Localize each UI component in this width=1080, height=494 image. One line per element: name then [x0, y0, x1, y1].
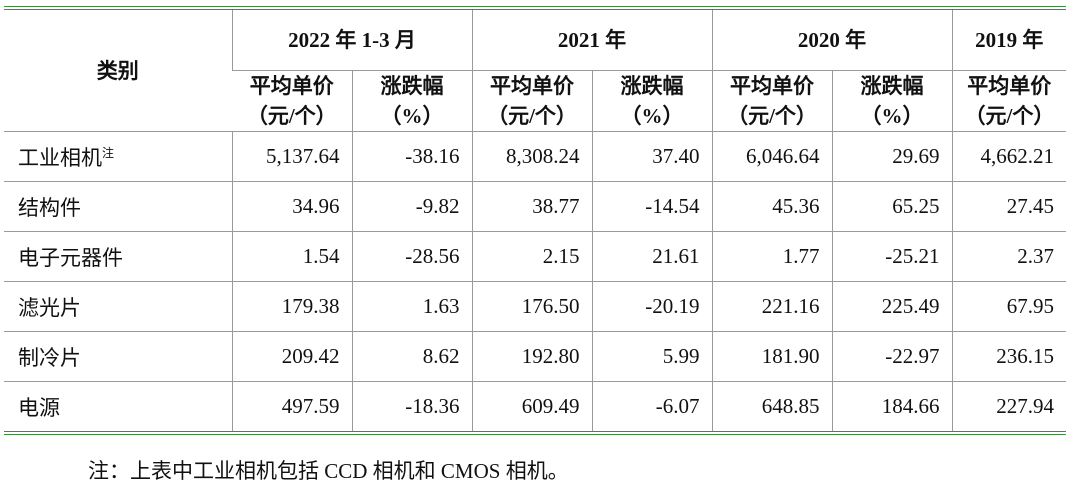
note-mark: 注 [102, 145, 115, 160]
sub-header: 平均单价 （元/个） [711, 70, 832, 132]
sub-header-line: 平均单价 [490, 74, 574, 98]
row-label-text: 结构件 [18, 195, 81, 220]
cell: 2.15 [471, 231, 592, 282]
sub-header: 平均单价 （元/个） [471, 70, 592, 132]
sub-header-line: 平均单价 [967, 74, 1052, 98]
period-header: 2019 年 [951, 7, 1066, 71]
cell: 179.38 [231, 281, 352, 332]
table-row: 电源 497.59 -18.36 609.49 -6.07 648.85 184.66 227… [4, 381, 1066, 433]
row-label-text: 电子元器件 [18, 245, 123, 270]
cell: 648.85 [711, 381, 832, 433]
sub-header-line: （元/个） [487, 104, 577, 128]
cell: -20.19 [591, 281, 712, 332]
cell: 209.42 [231, 331, 352, 382]
cell: 1.54 [231, 231, 352, 282]
cell: 8.62 [351, 331, 472, 382]
cell: -9.82 [351, 181, 472, 232]
sub-header-line: （%） [380, 104, 444, 128]
table-row: 滤光片 179.38 1.63 176.50 -20.19 221.16 225.49 67.… [4, 281, 1066, 332]
table-row: 结构件 34.96 -9.82 38.77 -14.54 45.36 65.25 27.45 [4, 181, 1066, 232]
row-label-text: 工业相机 [18, 145, 102, 170]
cell: 29.69 [831, 131, 952, 182]
cell: 45.36 [711, 181, 832, 232]
table-row: 电子元器件 1.54 -28.56 2.15 21.61 1.77 -25.21 2.37 [4, 231, 1066, 282]
cell: 65.25 [831, 181, 952, 232]
sub-header-line: （元/个） [246, 104, 337, 128]
cell: -18.36 [351, 381, 472, 433]
sub-header-line: （%） [860, 104, 924, 128]
cell: 176.50 [471, 281, 592, 332]
row-label: 滤光片 [4, 281, 232, 332]
period-header: 2020 年 [711, 7, 952, 71]
cell: 37.40 [591, 131, 712, 182]
cell: -25.21 [831, 231, 952, 282]
sub-header-line: 平均单价 [249, 74, 334, 98]
sub-header-line: 涨跌幅 [860, 74, 924, 98]
cell: -22.97 [831, 331, 952, 382]
cell: 27.45 [951, 181, 1066, 232]
sub-header-line: （元/个） [727, 104, 817, 128]
cell: 8,308.24 [471, 131, 592, 182]
cell: 34.96 [231, 181, 352, 232]
cell: 497.59 [231, 381, 352, 433]
row-label: 电子元器件 [4, 231, 232, 282]
table-row: 制冷片 209.42 8.62 192.80 5.99 181.90 -22.97 236.1… [4, 331, 1066, 382]
sub-header-line: 涨跌幅 [620, 74, 684, 98]
cell: -38.16 [351, 131, 472, 182]
cell: 227.94 [951, 381, 1066, 433]
cell: 67.95 [951, 281, 1066, 332]
sub-header: 涨跌幅 （%） [831, 70, 952, 132]
period-header: 2022 年 1-3 月 [231, 7, 472, 71]
cell: -14.54 [591, 181, 712, 232]
table-head: 类别 2022 年 1-3 月 2021 年 2020 年 2019 年 平均单价 （元… [4, 7, 1066, 132]
cell: 2.37 [951, 231, 1066, 282]
table-row: 工业相机注 5,137.64 -38.16 8,308.24 37.40 6,046.64… [4, 131, 1066, 182]
cell: 181.90 [711, 331, 832, 382]
row-label-text: 制冷片 [18, 345, 81, 370]
cell: -28.56 [351, 231, 472, 282]
cell: 5,137.64 [231, 131, 352, 182]
row-label: 制冷片 [4, 331, 232, 382]
row-label-text: 滤光片 [18, 295, 81, 320]
cell: 6,046.64 [711, 131, 832, 182]
sub-header-line: （元/个） [964, 104, 1055, 128]
cell: 1.63 [351, 281, 472, 332]
sub-header: 平均单价 （元/个） [951, 70, 1066, 132]
cell: 609.49 [471, 381, 592, 433]
row-label-text: 电源 [18, 395, 60, 420]
sub-header-line: 平均单价 [730, 74, 814, 98]
price-table: 类别 2022 年 1-3 月 2021 年 2020 年 2019 年 平均单价 （元… [4, 6, 1066, 435]
cell: 21.61 [591, 231, 712, 282]
row-label: 结构件 [4, 181, 232, 232]
sub-header: 涨跌幅 （%） [591, 70, 712, 132]
sub-header-line: （%） [620, 104, 684, 128]
sub-header: 涨跌幅 （%） [351, 70, 472, 132]
cell: 4,662.21 [951, 131, 1066, 182]
row-label: 工业相机注 [4, 131, 232, 182]
cell: -6.07 [591, 381, 712, 433]
cell: 38.77 [471, 181, 592, 232]
cell: 5.99 [591, 331, 712, 382]
cell: 221.16 [711, 281, 832, 332]
cell: 1.77 [711, 231, 832, 282]
footnote: 注：上表中工业相机包括 CCD 相机和 CMOS 相机。 [88, 459, 569, 483]
corner-header: 类别 [4, 7, 232, 132]
period-header: 2021 年 [471, 7, 712, 71]
cell: 184.66 [831, 381, 952, 433]
cell: 225.49 [831, 281, 952, 332]
table-body: 工业相机注 5,137.64 -38.16 8,308.24 37.40 6,046.64… [4, 131, 1066, 433]
sub-header: 平均单价 （元/个） [232, 70, 352, 132]
sub-header-line: 涨跌幅 [380, 74, 444, 98]
cell: 192.80 [471, 331, 592, 382]
row-label: 电源 [4, 381, 232, 433]
cell: 236.15 [951, 331, 1066, 382]
